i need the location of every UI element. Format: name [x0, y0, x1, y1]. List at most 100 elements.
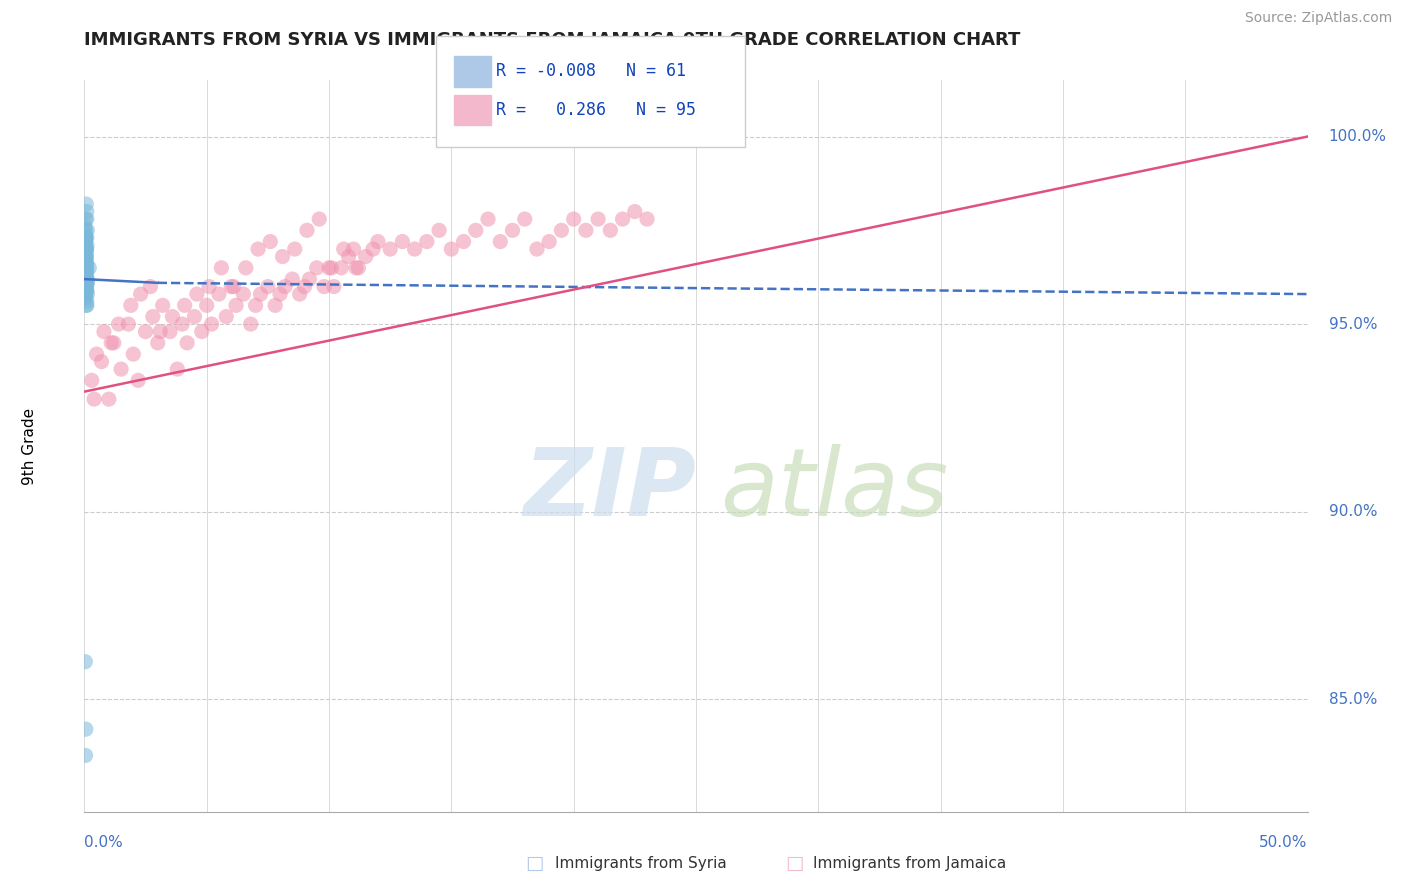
Point	[183, 310, 205, 324]
Point	[274, 279, 297, 293]
Point	[215, 310, 238, 324]
Point	[330, 260, 353, 275]
Text: R = -0.008   N = 61: R = -0.008 N = 61	[496, 62, 686, 80]
Point	[321, 260, 343, 275]
Point	[75, 655, 97, 669]
Point	[76, 283, 98, 297]
Text: 95.0%: 95.0%	[1329, 317, 1376, 332]
Point	[75, 272, 97, 286]
Point	[76, 204, 98, 219]
Point	[538, 235, 561, 249]
Point	[271, 250, 294, 264]
Point	[75, 264, 97, 278]
Point	[624, 204, 647, 219]
Point	[77, 260, 100, 275]
Point	[135, 325, 157, 339]
Point	[75, 253, 97, 268]
Point	[159, 325, 181, 339]
Point	[513, 212, 536, 227]
Point	[75, 276, 97, 290]
Text: 85.0%: 85.0%	[1329, 691, 1376, 706]
Text: IMMIGRANTS FROM SYRIA VS IMMIGRANTS FROM JAMAICA 9TH GRADE CORRELATION CHART: IMMIGRANTS FROM SYRIA VS IMMIGRANTS FROM…	[84, 31, 1021, 49]
Point	[75, 242, 97, 256]
Point	[191, 325, 214, 339]
Point	[195, 298, 218, 312]
Point	[75, 250, 97, 264]
Point	[599, 223, 621, 237]
Point	[186, 287, 208, 301]
Point	[281, 272, 304, 286]
Point	[264, 298, 287, 312]
Point	[76, 283, 98, 297]
Point	[586, 212, 609, 227]
Point	[75, 291, 97, 305]
Point	[342, 242, 364, 256]
Point	[75, 212, 97, 227]
Point	[75, 253, 97, 268]
Point	[259, 235, 281, 249]
Point	[232, 287, 254, 301]
Point	[100, 335, 122, 350]
Point	[198, 279, 221, 293]
Text: R =   0.286   N = 95: R = 0.286 N = 95	[496, 101, 696, 119]
Point	[75, 235, 97, 249]
Point	[152, 298, 174, 312]
Point	[166, 362, 188, 376]
Point	[453, 235, 475, 249]
Point	[269, 287, 291, 301]
Point	[489, 235, 512, 249]
Point	[225, 298, 247, 312]
Point	[249, 287, 271, 301]
Point	[76, 231, 98, 245]
Point	[222, 279, 245, 293]
Point	[322, 279, 344, 293]
Point	[344, 260, 367, 275]
Point	[76, 212, 98, 227]
Point	[76, 279, 98, 293]
Point	[308, 212, 330, 227]
Point	[75, 223, 97, 237]
Point	[129, 287, 152, 301]
Point	[75, 257, 97, 271]
Point	[75, 260, 97, 275]
Point	[149, 325, 172, 339]
Point	[75, 231, 97, 245]
Point	[235, 260, 257, 275]
Point	[550, 223, 572, 237]
Point	[501, 223, 523, 237]
Point	[75, 231, 97, 245]
Point	[636, 212, 658, 227]
Point	[208, 287, 231, 301]
Point	[219, 279, 242, 293]
Point	[75, 235, 97, 249]
Point	[75, 268, 97, 283]
Point	[75, 298, 97, 312]
Point	[416, 235, 439, 249]
Point	[176, 335, 198, 350]
Point	[76, 260, 98, 275]
Point	[142, 310, 165, 324]
Point	[200, 317, 222, 331]
Point	[76, 257, 98, 271]
Text: Immigrants from Syria: Immigrants from Syria	[555, 856, 727, 871]
Point	[75, 283, 97, 297]
Point	[122, 347, 145, 361]
Point	[318, 260, 340, 275]
Text: ZIP: ZIP	[523, 444, 696, 536]
Point	[337, 250, 360, 264]
Text: 0.0%: 0.0%	[84, 836, 124, 850]
Point	[239, 317, 262, 331]
Point	[294, 279, 316, 293]
Point	[76, 298, 98, 312]
Point	[90, 354, 112, 368]
Point	[75, 287, 97, 301]
Point	[75, 231, 97, 245]
Point	[76, 276, 98, 290]
Point	[526, 242, 548, 256]
Point	[97, 392, 120, 406]
Point	[305, 260, 328, 275]
Text: □: □	[524, 854, 544, 873]
Point	[75, 260, 97, 275]
Point	[75, 250, 97, 264]
Point	[162, 310, 184, 324]
